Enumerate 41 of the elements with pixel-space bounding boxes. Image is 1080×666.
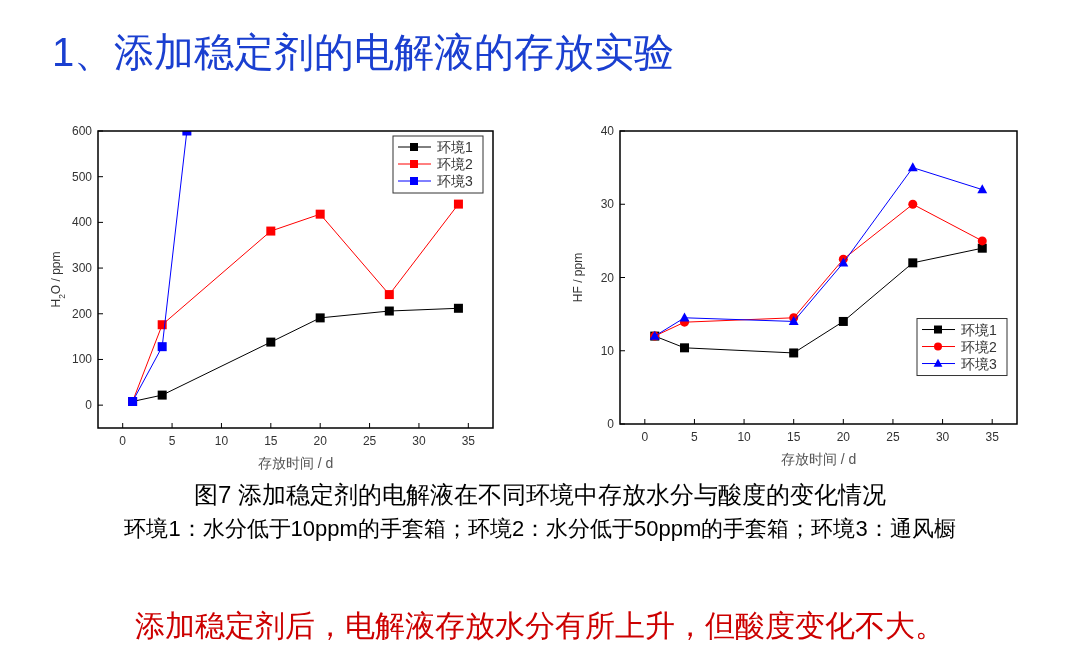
y-tick-label: 30 — [600, 197, 615, 212]
legend-label: 环境2 — [437, 156, 473, 172]
y-tick-label: 10 — [600, 343, 615, 358]
x-tick-label: 5 — [168, 434, 176, 448]
legend-label: 环境3 — [961, 355, 997, 372]
y-axis-title: HF / ppm — [571, 252, 585, 303]
x-axis-title: 存放时间 / d — [257, 455, 334, 471]
y-tick-label: 100 — [71, 352, 93, 367]
legend-label: 环境1 — [437, 139, 473, 155]
caption: 图7 添加稳定剂的电解液在不同环境中存放水分与酸度的变化情况 — [193, 481, 887, 508]
x-tick-label: 25 — [886, 430, 900, 444]
y-tick-label: 400 — [71, 215, 93, 230]
x-tick-label: 5 — [691, 430, 699, 444]
y-tick-label: 0 — [607, 417, 615, 431]
y-tick-label: 40 — [600, 124, 615, 138]
x-tick-label: 15 — [264, 434, 278, 448]
x-tick-label: 25 — [362, 434, 377, 448]
y-tick-label: 600 — [71, 124, 93, 138]
x-tick-label: 0 — [119, 434, 127, 448]
y-tick-label: 20 — [600, 270, 615, 285]
x-tick-label: 15 — [787, 430, 801, 444]
x-tick-label: 20 — [836, 430, 851, 444]
text: 环境1：水分低于10ppm的手套箱；环境2：水分低于50ppm的手套箱；环境3：通风橱 — [124, 516, 956, 541]
y-tick-label: 300 — [71, 261, 93, 276]
y-tick-label: 500 — [71, 169, 93, 184]
legend-label: 环境1 — [961, 321, 997, 338]
x-tick-label: 10 — [737, 430, 752, 444]
legend-label: 环境3 — [437, 173, 473, 189]
y-tick-label: 0 — [85, 398, 93, 413]
x-tick-label: 20 — [313, 434, 328, 448]
text: 添加稳定剂后，电解液存放水分有所上升，但酸度变化不大。 — [135, 609, 945, 642]
legend-label: 环境2 — [961, 338, 997, 355]
x-tick-label: 35 — [461, 434, 476, 448]
x-tick-label: 30 — [412, 434, 426, 448]
x-axis-title: 存放时间 / d — [780, 451, 857, 467]
x-tick-label: 35 — [985, 430, 1000, 444]
y-tick-label: 200 — [71, 306, 93, 321]
x-tick-label: 10 — [214, 434, 229, 448]
x-tick-label: 30 — [935, 430, 950, 444]
x-tick-label: 0 — [641, 430, 649, 444]
chart-title: 1、添加稳定剂的电解液的存放实验 — [52, 30, 675, 74]
